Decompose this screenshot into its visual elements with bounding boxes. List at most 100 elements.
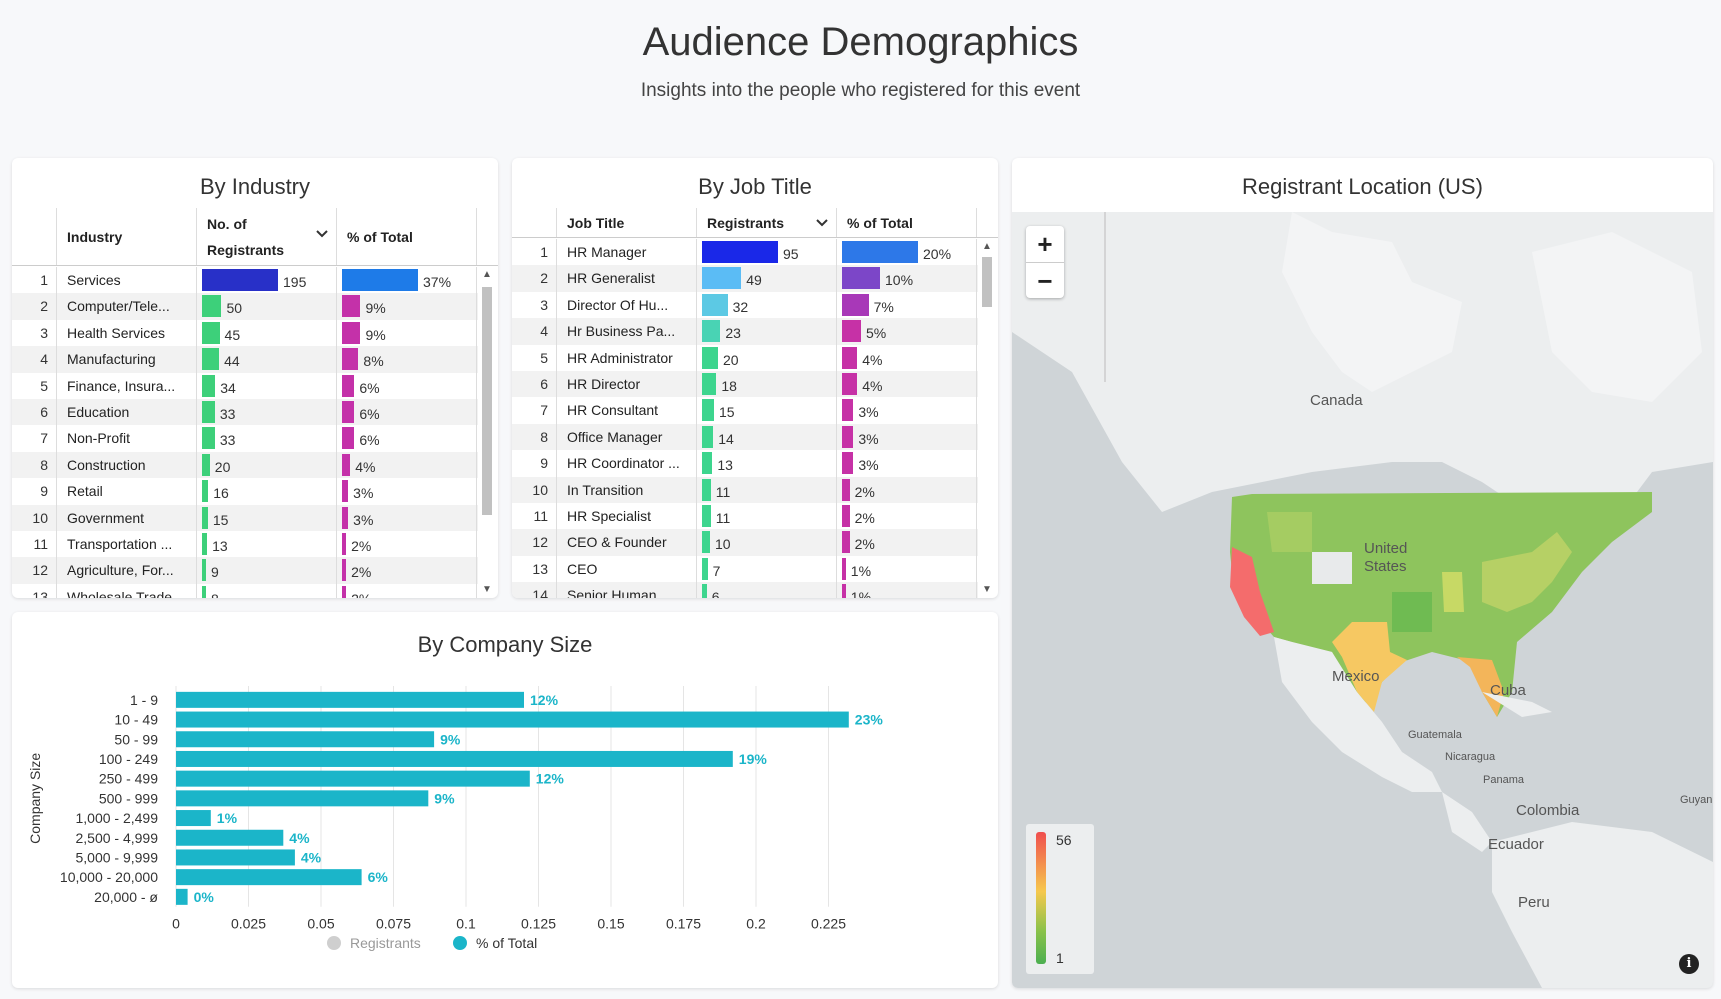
pct-label: 3%: [858, 430, 879, 447]
info-icon[interactable]: i: [1679, 954, 1699, 974]
table-row[interactable]: 10 Government 15 3%: [12, 504, 478, 531]
row-name: Non-Profit: [67, 430, 131, 447]
count-label: 10: [715, 536, 731, 553]
row-name: HR Director: [567, 376, 641, 392]
pct-bar: [842, 399, 854, 422]
row-name: Education: [67, 404, 130, 420]
table-row[interactable]: 4 Hr Business Pa... 23 5%: [512, 318, 978, 345]
table-row[interactable]: 13 Wholesale Trade 8 2%: [12, 583, 478, 598]
table-row[interactable]: 7 Non-Profit 33 6%: [12, 425, 478, 452]
count-bar: [702, 399, 714, 422]
table-row[interactable]: 12 Agriculture, For... 9 2%: [12, 557, 478, 584]
map-canvas[interactable]: [1012, 212, 1713, 988]
table-row[interactable]: 10 In Transition 11 2%: [512, 476, 978, 503]
table-row[interactable]: 4 Manufacturing 44 8%: [12, 346, 478, 373]
industry-table-body: 1 Services 195 37% 2 Computer/Tele... 50 9% 3 Hea…: [12, 267, 478, 598]
row-rank: 8: [40, 456, 48, 473]
category-label: 100 - 249: [99, 751, 158, 767]
table-row[interactable]: 9 Retail 16 3%: [12, 478, 478, 505]
state-texas[interactable]: [1332, 622, 1407, 712]
map-label-us-1: United: [1364, 540, 1408, 557]
zoom-out-button[interactable]: −: [1026, 262, 1064, 298]
table-row[interactable]: 2 Computer/Tele... 50 9%: [12, 293, 478, 320]
map-label-colombia: Colombia: [1516, 802, 1580, 819]
table-row[interactable]: 3 Director Of Hu... 32 7%: [512, 291, 978, 319]
pct-bar: [342, 533, 347, 555]
industry-card: By Industry Industry No. of Registrants …: [12, 158, 498, 598]
count-bar: [202, 559, 206, 582]
state-california[interactable]: [1230, 547, 1274, 636]
count-bar: [702, 373, 717, 395]
table-row[interactable]: 5 Finance, Insura... 34 6%: [12, 372, 478, 399]
table-row[interactable]: 1 Services 195 37%: [12, 267, 478, 294]
pct-bar: [342, 453, 351, 476]
x-tick-label: 0.075: [376, 916, 411, 932]
table-row[interactable]: 8 Office Manager 14 3%: [512, 423, 978, 451]
table-row[interactable]: 3 Health Services 45 9%: [12, 319, 478, 347]
company-bar: [176, 849, 295, 866]
pct-label: 7%: [873, 298, 894, 315]
scroll-thumb[interactable]: [982, 257, 992, 307]
table-row[interactable]: 13 CEO 7 1%: [512, 555, 978, 583]
pct-bar: [842, 373, 858, 395]
chevron-down-icon[interactable]: [316, 230, 328, 238]
count-label: 18: [721, 378, 737, 394]
pct-bar: [842, 293, 869, 316]
scroll-down-icon[interactable]: ▼: [982, 584, 992, 595]
table-row[interactable]: 11 Transportation ... 13 2%: [12, 531, 478, 558]
category-label: 5,000 - 9,999: [75, 849, 158, 865]
job-scrollbar[interactable]: ▲ ▼: [980, 239, 994, 598]
scroll-thumb[interactable]: [482, 287, 492, 515]
x-tick-label: 0.1: [456, 916, 476, 932]
scroll-down-icon[interactable]: ▼: [482, 584, 492, 595]
company-title: By Company Size: [417, 632, 593, 657]
table-row[interactable]: 1 HR Manager 95 20%: [512, 239, 978, 266]
job-pct-col-header[interactable]: % of Total: [836, 208, 976, 237]
job-col-header[interactable]: Job Title: [556, 208, 696, 237]
table-row[interactable]: 7 HR Consultant 15 3%: [512, 397, 978, 424]
pct-bar: [342, 480, 349, 503]
table-row[interactable]: 6 Education 33 6%: [12, 399, 478, 426]
chevron-down-icon[interactable]: [816, 219, 828, 227]
table-row[interactable]: 6 HR Director 18 4%: [512, 371, 978, 398]
table-row[interactable]: 5 HR Administrator 20 4%: [512, 344, 978, 371]
map[interactable]: Canada United States Mexico Cuba Guatema…: [1012, 212, 1713, 988]
state-florida[interactable]: [1457, 657, 1504, 717]
row-rank: 10: [32, 509, 48, 526]
state-wyoming[interactable]: [1312, 552, 1352, 584]
row-name: Retail: [67, 483, 103, 500]
table-row[interactable]: 11 HR Specialist 11 2%: [512, 503, 978, 530]
row-rank: 5: [40, 377, 48, 394]
scroll-up-icon[interactable]: ▲: [482, 269, 492, 280]
pct-label: 3%: [858, 457, 879, 474]
zoom-in-button[interactable]: +: [1037, 229, 1053, 259]
map-label-cuba: Cuba: [1490, 682, 1526, 699]
count-label: 33: [219, 406, 236, 422]
scroll-up-icon[interactable]: ▲: [982, 241, 992, 252]
table-row[interactable]: 9 HR Coordinator ... 13 3%: [512, 450, 978, 477]
pct-bar: [342, 506, 349, 529]
table-row[interactable]: 14 Senior Human ... 6 1%: [512, 582, 978, 598]
company-bar: [176, 770, 530, 787]
industry-scrollbar[interactable]: ▲ ▼: [480, 267, 494, 598]
map-card: Registrant Location (US) Canada: [1012, 158, 1713, 988]
table-row[interactable]: 2 HR Generalist 49 10%: [512, 265, 978, 292]
industry-col-header[interactable]: Industry: [56, 208, 196, 265]
pct-bar: [842, 267, 880, 290]
job-count-col-header[interactable]: Registrants: [696, 208, 836, 237]
row-name: HR Administrator: [567, 349, 673, 366]
industry-pct-col-header[interactable]: % of Total: [336, 208, 476, 265]
industry-count-col-header[interactable]: No. of Registrants: [196, 208, 336, 265]
count-label: 13: [717, 457, 733, 474]
pct-label: 9%: [365, 300, 386, 317]
row-name: HR Consultant: [567, 402, 659, 419]
pct-bar: [342, 348, 359, 371]
row-rank: 2: [540, 270, 548, 287]
table-row[interactable]: 12 CEO & Founder 10 2%: [512, 529, 978, 556]
table-row[interactable]: 8 Construction 20 4%: [12, 451, 478, 479]
category-label: 2,500 - 4,999: [75, 830, 158, 846]
row-rank: 11: [533, 508, 548, 524]
company-bar: [176, 711, 849, 728]
category-label: 1,000 - 2,499: [75, 810, 158, 826]
count-label: 13: [212, 538, 228, 554]
